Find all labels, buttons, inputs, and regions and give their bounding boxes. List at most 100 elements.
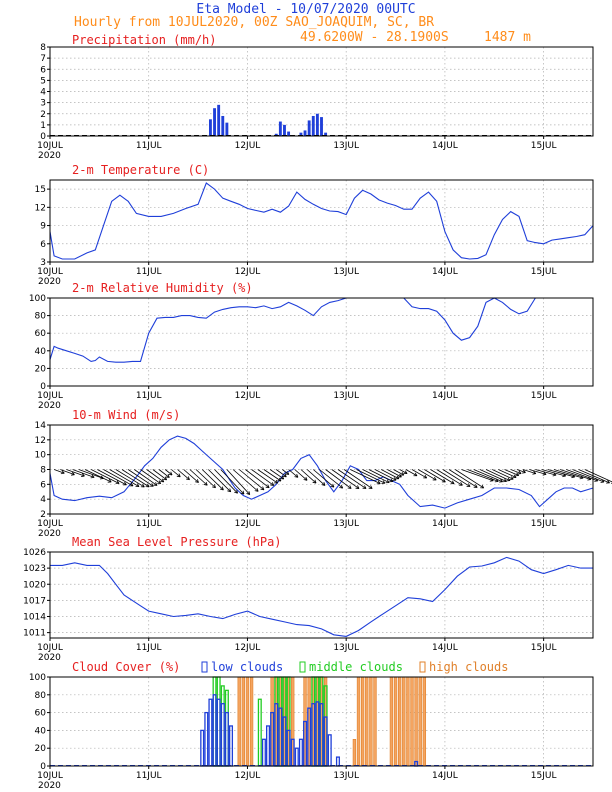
legend-swatch [299, 661, 306, 673]
wind-arrow [356, 469, 386, 484]
wind-series-line [49, 435, 594, 509]
wind-arrow [454, 469, 484, 489]
wind-arrow-head [473, 484, 478, 488]
wind-arrow [282, 469, 290, 475]
high-cloud-bar [373, 676, 377, 767]
precip-bar [299, 132, 303, 136]
legend-swatch [201, 661, 208, 673]
x-tick-label: 14JUL [432, 141, 458, 151]
high-cloud-bar [352, 738, 357, 767]
y-tick-label: 7 [40, 54, 46, 64]
x-tick-year: 2020 [38, 151, 61, 161]
wind-arrow-head [186, 476, 190, 481]
x-tick-label: 12JUL [235, 771, 261, 781]
wind-arrow-head [376, 480, 381, 485]
x-tick-label: 13JUL [333, 771, 359, 781]
wind-arrow-head [149, 483, 154, 487]
x-tick-label: 13JUL [333, 391, 359, 401]
wind-arrow-head [135, 483, 140, 487]
wind-arrow-head [522, 469, 526, 474]
wind-arrow-head [395, 475, 400, 480]
temp-title: 2-m Temperature (C) [72, 163, 209, 177]
wind-arrow [442, 469, 471, 487]
wind-arrow-head [515, 472, 520, 477]
wind-arrow [559, 469, 591, 480]
y-tick-label: 9 [40, 222, 46, 232]
wind-arrow [393, 469, 405, 476]
wind-arrow-head [219, 486, 224, 491]
precip-bar [315, 113, 319, 136]
wind-arrow-head [274, 479, 279, 484]
wind-arrow [430, 469, 455, 485]
low-cloud-bar [335, 756, 340, 767]
y-tick-label: 6 [40, 65, 46, 75]
wind-arrow-head [381, 480, 386, 484]
low-cloud-bar [266, 725, 271, 767]
high-cloud-bar [422, 676, 427, 767]
wind-arrow-head [282, 473, 287, 478]
wind-arrow [504, 469, 519, 476]
wind-arrow-head [265, 484, 270, 489]
precip-bar [311, 115, 315, 136]
wind-arrow [288, 469, 299, 478]
wind-arrow-head [458, 482, 463, 486]
high-cloud-bar [365, 676, 369, 767]
wind-arrow [164, 469, 173, 476]
wind-arrow-head [347, 485, 352, 489]
wind-arrow [529, 469, 547, 475]
wind-arrow [350, 469, 381, 485]
precip-bar [324, 132, 328, 136]
x-tick-label: 14JUL [432, 771, 458, 781]
wind-arrow [257, 469, 278, 484]
wind-arrow [553, 469, 584, 479]
x-tick-label: 11JUL [136, 391, 162, 401]
wind-arrow-head [312, 479, 317, 484]
y-tick-label: 14 [35, 421, 47, 431]
high-cloud-bar [418, 676, 422, 767]
wind-arrow [127, 469, 154, 487]
wind-arrow [66, 469, 85, 477]
station-coordinates: 49.6200W - 28.1900S [300, 30, 449, 45]
high-cloud-bar [245, 676, 250, 767]
wind-arrow [473, 469, 503, 483]
high-cloud-bar [369, 676, 373, 767]
wind-arrow-head [195, 479, 199, 483]
wind-arrow-head [254, 487, 259, 492]
wind-arrow-head [260, 486, 265, 491]
wind-arrow-head [512, 474, 517, 479]
x-tick-label: 15JUL [531, 771, 557, 781]
y-tick-label: 4 [40, 88, 46, 98]
y-tick-label: 3 [40, 258, 46, 268]
x-tick-label: 12JUL [235, 519, 261, 529]
precip-bar [303, 130, 307, 136]
wind-arrow [245, 469, 270, 489]
wind-arrow-head [168, 471, 173, 476]
wind-arrow [417, 469, 437, 481]
wind-arrow [103, 469, 134, 487]
precip-bar [278, 121, 282, 136]
wind-arrow-head [368, 485, 373, 489]
mslp-frame [49, 551, 594, 639]
wind-arrow-head [176, 473, 181, 478]
low-cloud-bar [261, 738, 266, 767]
wind-arrow-head [532, 470, 537, 475]
x-tick-label: 15JUL [531, 141, 557, 151]
wind-arrow [90, 469, 120, 484]
wind-arrow [177, 469, 190, 481]
y-tick-label: 80 [35, 691, 47, 701]
y-tick-label: 60 [35, 329, 47, 339]
wind-arrow [78, 469, 104, 479]
x-tick-label: 14JUL [432, 519, 458, 529]
wind-arrow [97, 469, 127, 486]
legend-swatch [419, 661, 426, 673]
middle-cloud-bar [257, 698, 262, 767]
y-tick-label: 8 [40, 43, 46, 53]
high-cloud-bar [410, 676, 414, 767]
high-cloud-bar [237, 676, 241, 767]
wind-arrow-head [90, 474, 95, 479]
x-tick-label: 11JUL [136, 267, 162, 277]
y-tick-label: 3 [40, 99, 46, 109]
wind-arrow-head [285, 471, 290, 475]
